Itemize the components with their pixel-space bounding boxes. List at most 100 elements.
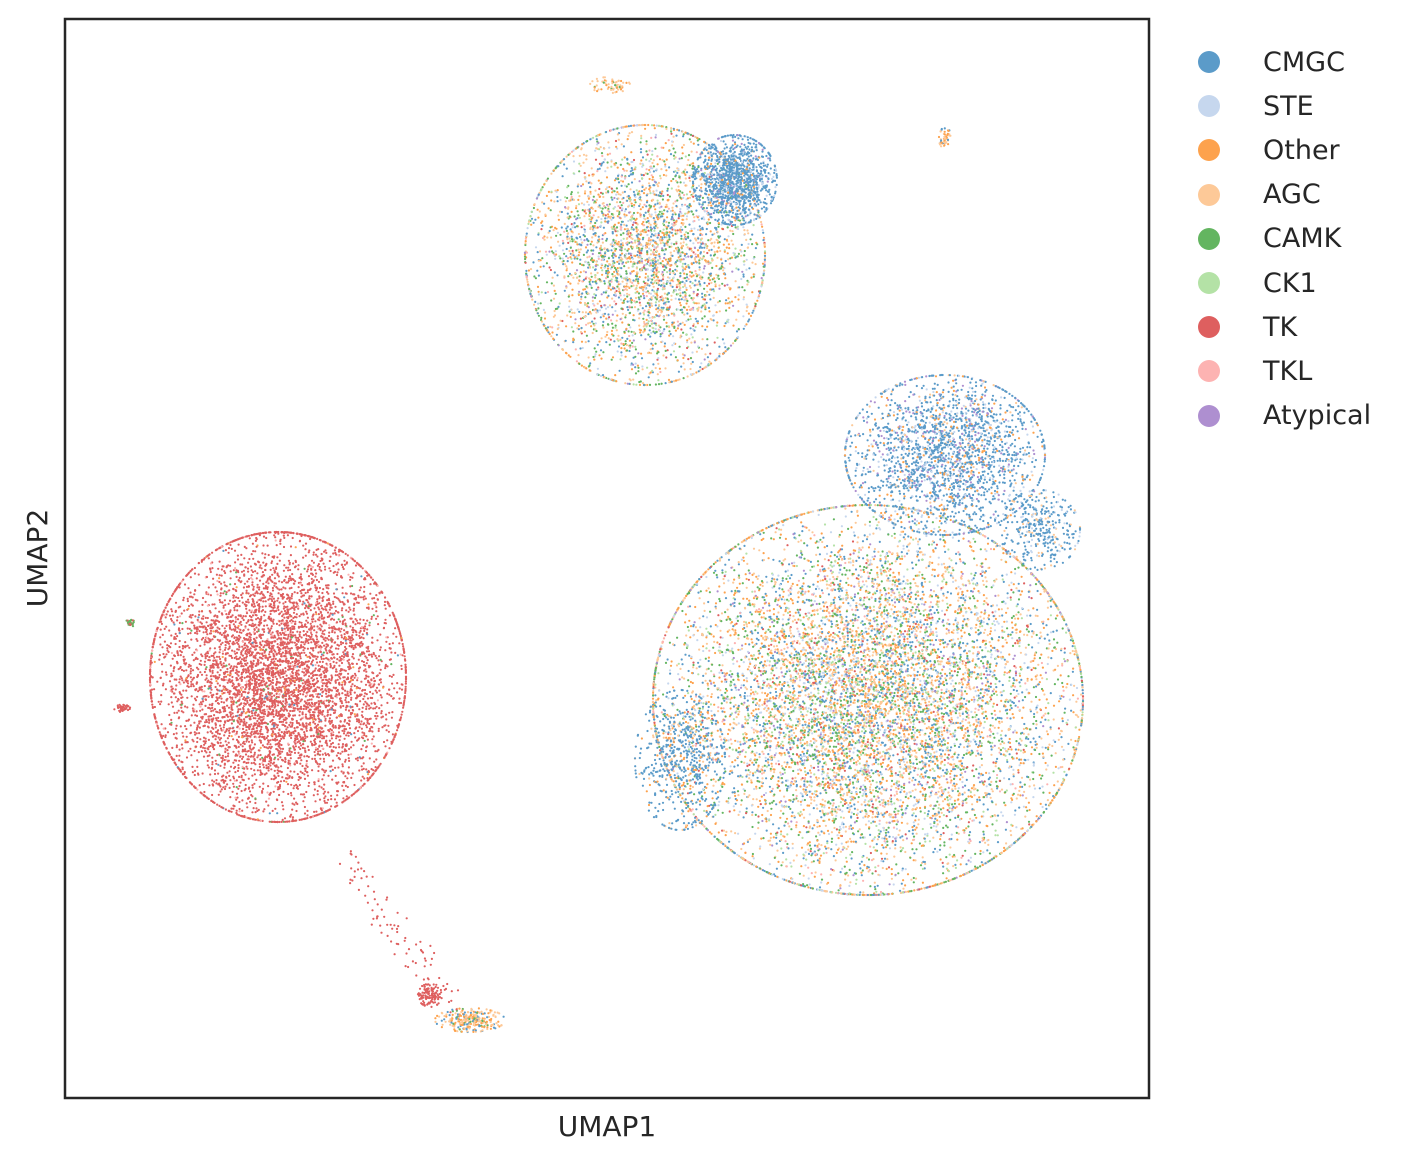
scatter-point xyxy=(194,714,196,716)
scatter-point xyxy=(331,607,333,609)
scatter-point xyxy=(309,604,311,606)
scatter-point xyxy=(223,607,225,609)
scatter-point xyxy=(227,543,229,545)
scatter-point xyxy=(321,578,323,580)
scatter-point xyxy=(170,642,172,644)
scatter-point xyxy=(304,735,306,737)
scatter-point xyxy=(405,680,407,682)
scatter-point xyxy=(358,670,360,672)
scatter-point xyxy=(189,570,191,572)
scatter-point xyxy=(345,701,347,703)
scatter-point xyxy=(173,623,175,625)
scatter-point xyxy=(211,720,213,722)
scatter-point xyxy=(345,642,347,644)
scatter-point xyxy=(262,606,264,608)
scatter-point xyxy=(392,642,394,644)
scatter-point xyxy=(286,752,288,754)
scatter-point xyxy=(294,621,296,623)
scatter-point xyxy=(322,661,324,663)
scatter-point xyxy=(161,723,163,725)
scatter-point xyxy=(312,566,314,568)
scatter-point xyxy=(350,777,352,779)
scatter-point xyxy=(184,739,186,741)
scatter-point xyxy=(360,596,362,598)
scatter-point xyxy=(291,671,293,673)
scatter-point xyxy=(213,714,215,716)
scatter-point xyxy=(221,575,223,577)
scatter-point xyxy=(404,690,406,692)
scatter-point xyxy=(246,662,248,664)
scatter-point xyxy=(266,588,268,590)
scatter-point xyxy=(224,764,226,766)
scatter-point xyxy=(346,655,348,657)
scatter-point xyxy=(356,713,358,715)
scatter-point xyxy=(296,613,298,615)
scatter-point xyxy=(204,661,206,663)
scatter-point xyxy=(261,684,263,686)
scatter-point xyxy=(351,683,353,685)
scatter-point xyxy=(328,809,330,811)
scatter-point xyxy=(313,562,315,564)
scatter-point xyxy=(273,716,275,718)
scatter-point xyxy=(318,563,320,565)
scatter-point xyxy=(306,613,308,615)
scatter-point xyxy=(306,631,308,633)
scatter-point xyxy=(250,616,252,618)
scatter-point xyxy=(350,746,352,748)
scatter-point xyxy=(369,583,371,585)
scatter-point xyxy=(221,690,223,692)
scatter-point xyxy=(256,700,258,702)
scatter-point xyxy=(244,642,246,644)
scatter-point xyxy=(209,751,211,753)
scatter-point xyxy=(307,568,309,570)
scatter-point xyxy=(225,647,227,649)
scatter-point xyxy=(254,645,256,647)
scatter-point xyxy=(178,759,180,761)
scatter-point xyxy=(213,657,215,659)
scatter-point xyxy=(197,616,199,618)
scatter-point xyxy=(263,689,265,691)
scatter-point xyxy=(162,634,164,636)
scatter-point xyxy=(212,675,214,677)
scatter-point xyxy=(258,588,260,590)
scatter-point xyxy=(311,582,313,584)
scatter-point xyxy=(321,614,323,616)
scatter-point xyxy=(334,798,336,800)
scatter-point xyxy=(314,664,316,666)
scatter-point xyxy=(283,537,285,539)
scatter-point xyxy=(225,593,227,595)
scatter-point xyxy=(224,610,226,612)
scatter-point xyxy=(221,701,223,703)
scatter-point xyxy=(270,728,272,730)
scatter-point xyxy=(242,641,244,643)
scatter-point xyxy=(218,656,220,658)
scatter-point xyxy=(230,577,232,579)
scatter-point xyxy=(348,662,350,664)
scatter-point xyxy=(279,740,281,742)
scatter-point xyxy=(253,611,255,613)
scatter-point xyxy=(361,765,363,767)
scatter-point xyxy=(218,805,220,807)
scatter-point xyxy=(170,673,172,675)
scatter-point xyxy=(318,687,320,689)
scatter-point xyxy=(211,757,213,759)
scatter-point xyxy=(310,816,312,818)
scatter-point xyxy=(266,685,268,687)
scatter-point xyxy=(248,578,250,580)
scatter-point xyxy=(266,644,268,646)
scatter-point xyxy=(356,562,358,564)
scatter-point xyxy=(399,687,401,689)
scatter-point xyxy=(346,691,348,693)
scatter-point xyxy=(252,707,254,709)
scatter-point xyxy=(224,657,226,659)
scatter-point xyxy=(270,637,272,639)
scatter-point xyxy=(371,616,373,618)
scatter-point xyxy=(171,686,173,688)
scatter-point xyxy=(223,724,225,726)
scatter-point xyxy=(216,590,218,592)
scatter-point xyxy=(187,741,189,743)
scatter-point xyxy=(332,614,334,616)
scatter-point xyxy=(258,607,260,609)
scatter-point xyxy=(401,684,403,686)
scatter-point xyxy=(314,723,316,725)
